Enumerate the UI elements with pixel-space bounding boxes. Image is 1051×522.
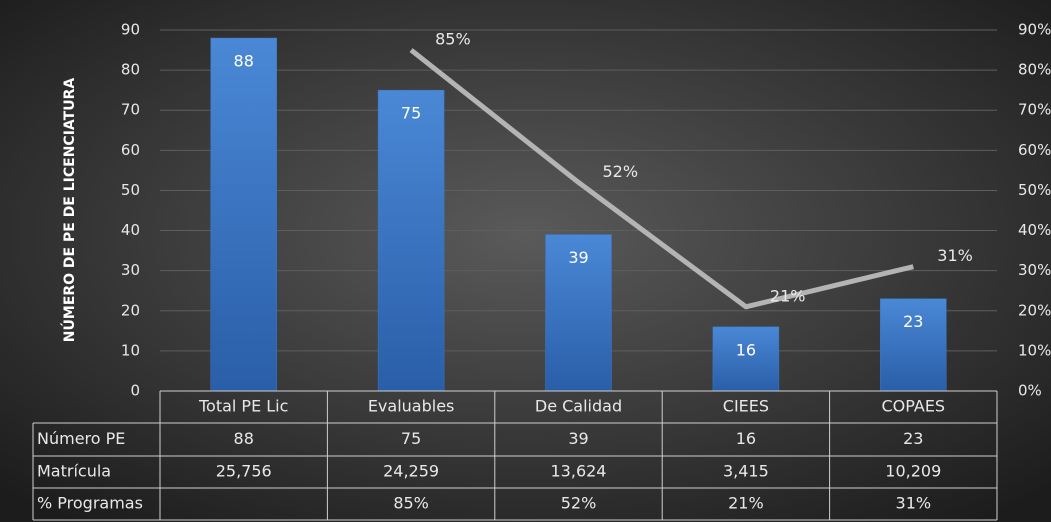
table-cell: 25,756 bbox=[216, 462, 272, 481]
table-cell: 52% bbox=[561, 494, 597, 513]
y2-tick-label: 50% bbox=[1018, 181, 1051, 199]
y2-tick-label: 40% bbox=[1018, 221, 1051, 239]
line-value-label: 52% bbox=[603, 162, 639, 181]
bar-value-label: 39 bbox=[568, 248, 588, 267]
table-cell: 10,209 bbox=[885, 462, 941, 481]
x-tick-label: CIEES bbox=[723, 397, 769, 416]
table-cell: 23 bbox=[903, 429, 923, 448]
table-cell: 3,415 bbox=[723, 462, 769, 481]
bar bbox=[210, 37, 277, 392]
table-cell: 16 bbox=[736, 429, 756, 448]
table-cell: 13,624 bbox=[551, 462, 607, 481]
y2-tick-label: 30% bbox=[1018, 261, 1051, 279]
y2-tick-label: 70% bbox=[1018, 101, 1051, 119]
y-tick-label: 40 bbox=[121, 221, 140, 239]
bar bbox=[377, 89, 445, 392]
table-cell: 24,259 bbox=[383, 462, 439, 481]
table-row-header: % Programas bbox=[37, 494, 143, 513]
line bbox=[409, 48, 914, 310]
y-tick-label: 60 bbox=[121, 141, 140, 159]
bar-value-label: 23 bbox=[903, 312, 923, 331]
y-tick-label: 30 bbox=[121, 261, 140, 279]
y2-tick-label: 90% bbox=[1018, 21, 1051, 39]
table-row-header: Número PE bbox=[37, 429, 125, 448]
y-axis-label: NÚMERO DE PE DE LICENCIATURA bbox=[60, 78, 78, 343]
table-cell: 39 bbox=[568, 429, 588, 448]
y-tick-label: 10 bbox=[121, 341, 140, 359]
line-value-label: 31% bbox=[937, 246, 973, 265]
y-tick-label: 20 bbox=[121, 301, 140, 319]
line-value-label: 85% bbox=[435, 30, 471, 49]
bar-value-label: 88 bbox=[234, 52, 254, 71]
x-tick-label: De Calidad bbox=[535, 397, 622, 416]
y2-tick-label: 80% bbox=[1018, 61, 1051, 79]
table-cell: 88 bbox=[234, 429, 254, 448]
y2-tick-label: 0% bbox=[1018, 382, 1042, 400]
table-cell: 21% bbox=[728, 494, 764, 513]
x-tick-label: Evaluables bbox=[368, 397, 455, 416]
bar-value-label: 16 bbox=[736, 340, 756, 359]
bar bbox=[712, 326, 780, 392]
line-value-label: 21% bbox=[770, 286, 806, 305]
y-tick-label: 70 bbox=[121, 101, 140, 119]
y2-tick-label: 10% bbox=[1018, 341, 1051, 359]
table-cell: 85% bbox=[393, 494, 429, 513]
y-tick-label: 0 bbox=[130, 382, 140, 400]
y-tick-label: 50 bbox=[121, 181, 140, 199]
bar bbox=[545, 234, 612, 392]
x-tick-label: Total PE Lic bbox=[198, 397, 288, 416]
bar-value-label: 75 bbox=[401, 104, 421, 123]
table-cell: 75 bbox=[401, 429, 421, 448]
table-row-header: Matrícula bbox=[37, 462, 111, 481]
y-tick-label: 80 bbox=[121, 61, 140, 79]
y2-tick-label: 60% bbox=[1018, 141, 1051, 159]
y2-tick-label: 20% bbox=[1018, 301, 1051, 319]
x-tick-label: COPAES bbox=[881, 397, 945, 416]
table-cell: 31% bbox=[896, 494, 932, 513]
y-tick-label: 90 bbox=[121, 21, 140, 39]
